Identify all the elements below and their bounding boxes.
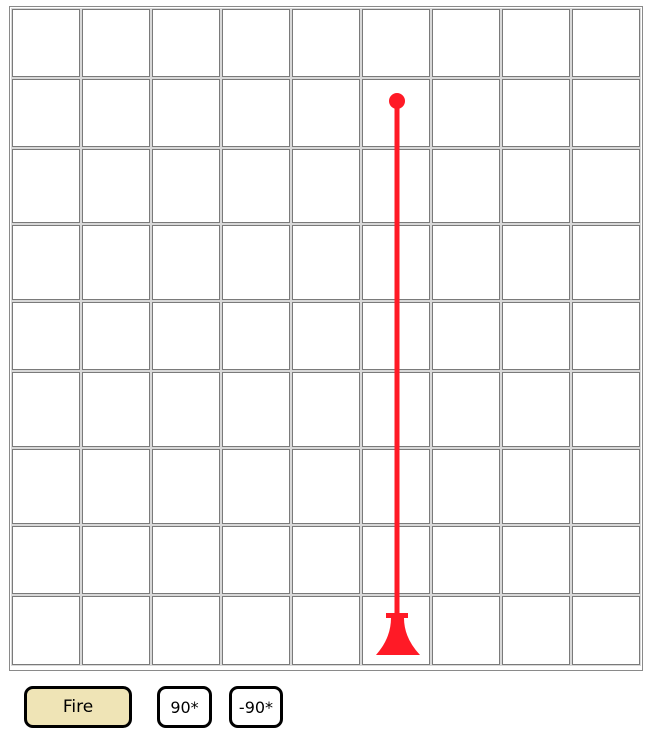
board-cell[interactable]: [151, 448, 221, 525]
board-cell[interactable]: [501, 371, 571, 448]
board-cell[interactable]: [361, 8, 431, 78]
rotate-cw-button[interactable]: 90*: [157, 686, 212, 728]
board-cell[interactable]: [501, 595, 571, 666]
board-cell[interactable]: [221, 148, 291, 224]
board-cell[interactable]: [11, 148, 81, 224]
board-cell[interactable]: [11, 8, 81, 78]
board-cell[interactable]: [431, 595, 501, 666]
board-cell[interactable]: [571, 78, 641, 148]
board-cell[interactable]: [221, 525, 291, 595]
board-cell[interactable]: [11, 525, 81, 595]
board-cell[interactable]: [431, 371, 501, 448]
board-cell[interactable]: [431, 78, 501, 148]
game-board: [11, 8, 641, 669]
board-cell[interactable]: [221, 301, 291, 371]
board-cell[interactable]: [501, 301, 571, 371]
board-cell[interactable]: [571, 224, 641, 301]
board-cell[interactable]: [571, 371, 641, 448]
board-cell[interactable]: [291, 595, 361, 666]
board-cell[interactable]: [571, 448, 641, 525]
board-cell[interactable]: [151, 595, 221, 666]
board-cell[interactable]: [501, 448, 571, 525]
board-cell[interactable]: [571, 148, 641, 224]
board-cell[interactable]: [11, 78, 81, 148]
board-cell[interactable]: [81, 595, 151, 666]
board-cell[interactable]: [431, 525, 501, 595]
board-cell[interactable]: [221, 8, 291, 78]
board-cell[interactable]: [81, 371, 151, 448]
board-cell[interactable]: [571, 8, 641, 78]
board-cell[interactable]: [501, 78, 571, 148]
board-cell[interactable]: [221, 371, 291, 448]
board-cell[interactable]: [361, 301, 431, 371]
board-cell[interactable]: [291, 224, 361, 301]
board-cell[interactable]: [431, 148, 501, 224]
board-cell[interactable]: [81, 78, 151, 148]
board-cell[interactable]: [431, 224, 501, 301]
board-cell[interactable]: [361, 78, 431, 148]
board-cell[interactable]: [151, 148, 221, 224]
board-cell[interactable]: [151, 371, 221, 448]
board-cell[interactable]: [361, 525, 431, 595]
board-cell[interactable]: [151, 301, 221, 371]
board-cell[interactable]: [291, 448, 361, 525]
fire-button[interactable]: Fire: [24, 686, 132, 728]
board-cell[interactable]: [431, 301, 501, 371]
board-cell[interactable]: [291, 301, 361, 371]
board-cell[interactable]: [571, 595, 641, 666]
board-cell[interactable]: [291, 148, 361, 224]
board-cell[interactable]: [151, 78, 221, 148]
board-cell[interactable]: [361, 371, 431, 448]
board-cell[interactable]: [361, 224, 431, 301]
board-cell[interactable]: [501, 525, 571, 595]
board-cell[interactable]: [11, 224, 81, 301]
board-cell[interactable]: [501, 8, 571, 78]
board-cell[interactable]: [221, 448, 291, 525]
board-cell[interactable]: [291, 525, 361, 595]
board-cell[interactable]: [221, 595, 291, 666]
board-cell[interactable]: [221, 78, 291, 148]
board-cell[interactable]: [81, 8, 151, 78]
board-cell[interactable]: [291, 371, 361, 448]
board-cell[interactable]: [291, 78, 361, 148]
board-cell[interactable]: [81, 525, 151, 595]
board-cell[interactable]: [81, 224, 151, 301]
board-cell[interactable]: [361, 595, 431, 666]
board-cell[interactable]: [431, 448, 501, 525]
board-cell[interactable]: [431, 8, 501, 78]
board-cell[interactable]: [361, 448, 431, 525]
board-cell[interactable]: [291, 8, 361, 78]
board-cell[interactable]: [151, 224, 221, 301]
board-cell[interactable]: [571, 525, 641, 595]
board-cell[interactable]: [571, 301, 641, 371]
board-cell[interactable]: [501, 148, 571, 224]
board-cell[interactable]: [81, 301, 151, 371]
board-cell[interactable]: [81, 448, 151, 525]
board-cell[interactable]: [81, 148, 151, 224]
game-board-frame: [9, 6, 643, 671]
board-cell[interactable]: [11, 595, 81, 666]
board-cell[interactable]: [11, 448, 81, 525]
board-cell[interactable]: [151, 525, 221, 595]
board-cell[interactable]: [361, 148, 431, 224]
board-cell[interactable]: [11, 371, 81, 448]
board-cell[interactable]: [151, 8, 221, 78]
rotate-ccw-button[interactable]: -90*: [229, 686, 283, 728]
board-cell[interactable]: [501, 224, 571, 301]
board-cell[interactable]: [221, 224, 291, 301]
board-cell[interactable]: [11, 301, 81, 371]
